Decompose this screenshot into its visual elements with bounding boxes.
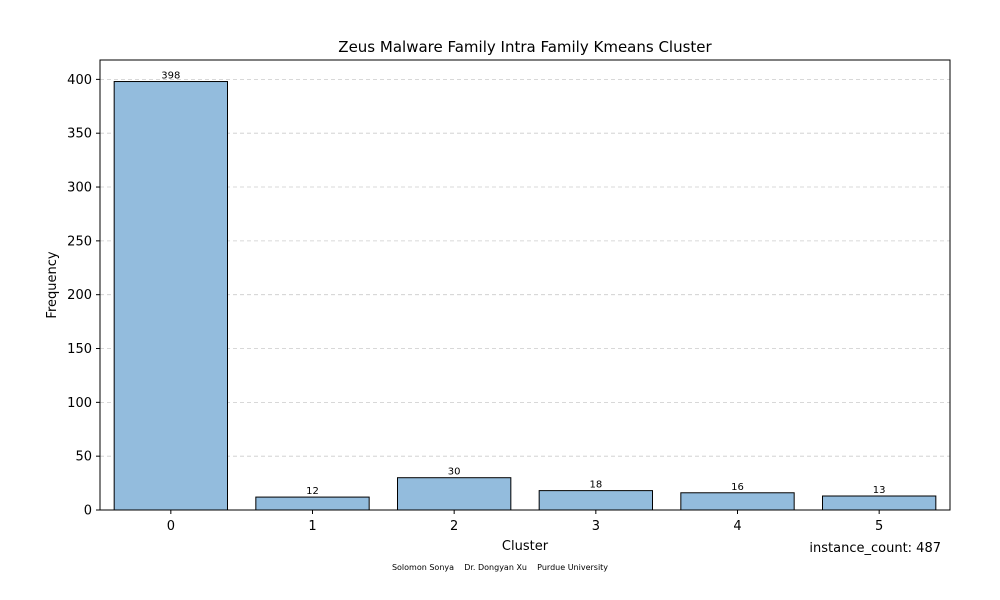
bar-value-label: 18 (589, 480, 602, 491)
bar-value-label: 398 (161, 71, 180, 82)
bar (680, 492, 795, 511)
bar-labels: 398 12 30 18 16 13 (161, 71, 885, 498)
instance-count: instance_count: 487 (809, 541, 941, 556)
y-tick-label: 150 (67, 342, 92, 357)
bar-value-label: 16 (731, 482, 744, 493)
bar (255, 496, 370, 511)
y-axis: 0 50 100 150 200 250 300 350 400 (67, 73, 100, 519)
plot-frame (99, 59, 951, 511)
gridlines (100, 78, 950, 457)
x-tick-label: 2 (450, 519, 458, 534)
x-tick-label: 4 (733, 519, 741, 534)
bar (397, 477, 512, 511)
footer-credits: Solomon Sonya Dr. Dongyan Xu Purdue Univ… (392, 563, 608, 572)
x-tick-label: 3 (592, 519, 600, 534)
x-axis: 0 1 2 3 4 5 (167, 510, 883, 534)
bar (113, 81, 228, 511)
y-axis-label: Frequency (45, 251, 60, 318)
y-tick-label: 350 (67, 127, 92, 142)
y-tick-label: 50 (75, 450, 92, 465)
y-tick-label: 100 (67, 396, 92, 411)
bar-value-label: 30 (448, 467, 461, 478)
bar (538, 490, 654, 511)
x-tick-label: 5 (875, 519, 883, 534)
y-tick-label: 400 (67, 73, 92, 88)
x-tick-label: 1 (308, 519, 316, 534)
x-axis-label: Cluster (502, 539, 549, 554)
y-tick-label: 300 (67, 181, 92, 196)
y-tick-label: 200 (67, 288, 92, 303)
bar-value-label: 13 (873, 485, 886, 496)
x-tick-label: 0 (167, 519, 175, 534)
bars (113, 81, 937, 511)
bar-value-label: 12 (306, 486, 319, 497)
y-tick-label: 250 (67, 234, 92, 249)
chart-title: Zeus Malware Family Intra Family Kmeans … (338, 38, 712, 56)
bar (822, 495, 937, 511)
y-tick-label: 0 (84, 504, 92, 519)
